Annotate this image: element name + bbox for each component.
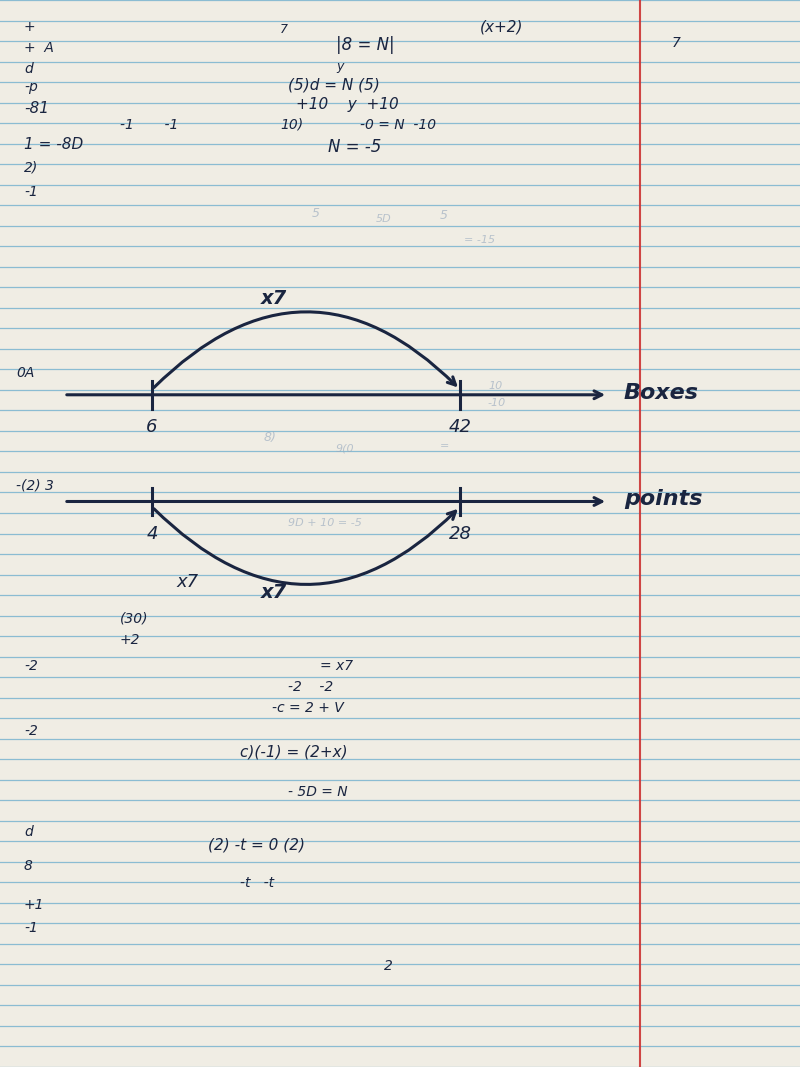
Text: 2: 2	[384, 958, 393, 973]
Text: points: points	[624, 490, 702, 509]
Text: 4: 4	[146, 525, 158, 543]
Text: 5: 5	[312, 207, 320, 220]
Text: 9(0: 9(0	[336, 443, 354, 453]
Text: +: +	[24, 19, 36, 34]
Text: N = -5: N = -5	[328, 139, 382, 156]
Text: = x7: = x7	[320, 658, 353, 673]
Text: x7: x7	[261, 289, 287, 308]
Text: = -15: = -15	[464, 235, 495, 245]
Text: 8: 8	[24, 859, 33, 874]
Text: 8): 8)	[264, 431, 277, 444]
Text: -2    -2: -2 -2	[288, 680, 334, 695]
Text: -10: -10	[488, 398, 506, 409]
Text: (2) -t = 0 (2): (2) -t = 0 (2)	[208, 838, 305, 853]
Text: 1 = -8D: 1 = -8D	[24, 137, 83, 152]
Text: |8 = N|: |8 = N|	[336, 36, 394, 53]
Text: 42: 42	[449, 418, 471, 436]
Text: -2: -2	[24, 723, 38, 738]
Text: 7: 7	[672, 35, 681, 50]
Text: +2: +2	[120, 633, 141, 648]
Text: (30): (30)	[120, 611, 149, 626]
Text: -t   -t: -t -t	[240, 876, 274, 891]
Text: 28: 28	[449, 525, 471, 543]
Text: -1: -1	[24, 921, 38, 936]
Text: =: =	[440, 441, 450, 451]
Text: +10    y  +10: +10 y +10	[296, 97, 398, 112]
Text: c)(-1) = (2+x): c)(-1) = (2+x)	[240, 745, 348, 760]
Text: y: y	[336, 60, 343, 73]
Text: 2): 2)	[24, 160, 38, 175]
Text: -1: -1	[24, 185, 38, 200]
Text: - 5D = N: - 5D = N	[288, 784, 348, 799]
Text: d: d	[24, 62, 33, 77]
Text: Boxes: Boxes	[624, 383, 699, 402]
Text: -c = 2 + V: -c = 2 + V	[272, 701, 344, 716]
Text: x7: x7	[176, 573, 198, 590]
Text: -2: -2	[24, 658, 38, 673]
Text: 6: 6	[146, 418, 158, 436]
Text: -p: -p	[24, 80, 38, 95]
Text: -1       -1: -1 -1	[120, 117, 178, 132]
Text: +1: +1	[24, 897, 45, 912]
Text: -0 = N  -10: -0 = N -10	[360, 117, 436, 132]
Text: -81: -81	[24, 101, 49, 116]
Text: 0A: 0A	[16, 366, 34, 381]
Text: +  A: + A	[24, 41, 54, 55]
Text: 7: 7	[280, 23, 288, 36]
Text: -(2) 3: -(2) 3	[16, 478, 54, 493]
Text: (5)d = N (5): (5)d = N (5)	[288, 78, 380, 93]
Text: 10: 10	[488, 381, 502, 392]
Text: 5: 5	[440, 209, 448, 222]
Text: d: d	[24, 825, 33, 840]
Text: (x+2): (x+2)	[480, 19, 523, 34]
Text: x7: x7	[261, 583, 287, 602]
Text: 5D: 5D	[376, 213, 392, 224]
Text: 10): 10)	[280, 117, 303, 132]
Text: 9D + 10 = -5: 9D + 10 = -5	[288, 517, 362, 528]
